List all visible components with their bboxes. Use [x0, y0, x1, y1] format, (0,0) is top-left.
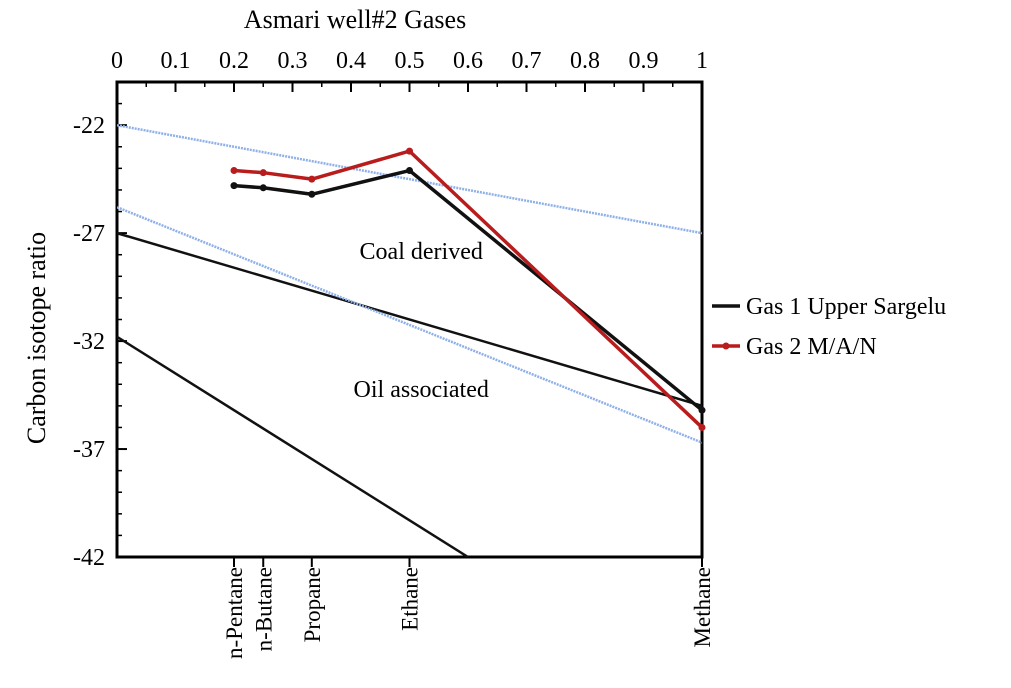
- data-point: [406, 167, 413, 175]
- data-point: [230, 167, 238, 175]
- category-label: n-Butane: [251, 567, 276, 651]
- x-tick-label: 0.3: [278, 48, 308, 74]
- reference-line: [117, 123, 702, 235]
- y-tick-label: -27: [73, 221, 105, 247]
- x-tick-label: 0.2: [219, 48, 249, 74]
- x-tick-label: 0: [111, 48, 123, 74]
- reference-line: [117, 335, 469, 557]
- data-point: [259, 184, 267, 192]
- legend-label: Gas 1 Upper Sargelu: [746, 294, 946, 320]
- reference-line: [117, 231, 702, 408]
- x-tick-label: 0.4: [336, 48, 366, 74]
- y-tick-label: -22: [73, 113, 105, 139]
- region-label: Coal derived: [360, 239, 483, 265]
- x-tick-label: 0.9: [629, 48, 659, 74]
- x-tick-label: 0.5: [395, 48, 425, 74]
- chart-title: Asmari well#2 Gases: [244, 5, 466, 34]
- y-tick-label: -37: [73, 437, 105, 463]
- reference-line: [117, 206, 702, 444]
- data-point: [259, 169, 267, 177]
- legend: Gas 1 Upper Sargelu Gas 2 M/A/N: [712, 294, 946, 360]
- category-label: Propane: [300, 567, 325, 642]
- category-label: Methane: [690, 567, 715, 647]
- reference-lines: [117, 123, 702, 557]
- data-point: [230, 182, 238, 190]
- legend-label: Gas 2 M/A/N: [746, 334, 877, 360]
- x-tick-label: 0.6: [453, 48, 483, 74]
- y-axis-title: Carbon isotope ratio: [22, 232, 51, 444]
- data-point: [308, 175, 316, 183]
- x-tick-label: 0.7: [512, 48, 542, 74]
- data-point: [308, 190, 316, 198]
- y-tick-label: -42: [73, 545, 105, 571]
- x-tick-label: 1: [696, 48, 708, 74]
- y-tick-label: -32: [73, 329, 105, 355]
- data-point: [406, 147, 413, 155]
- region-label: Oil associated: [354, 377, 489, 403]
- data-point: [698, 406, 706, 414]
- category-label: n-Pentane: [222, 567, 247, 659]
- plot-area: 0 0.1 0.2 0.3 0.4 0.5 0.6 0.7 0.8 0.9 1 -22 -27 -32 -3…: [73, 48, 715, 659]
- category-label: Ethane: [398, 567, 423, 631]
- x-tick-label: 0.1: [161, 48, 191, 74]
- x-tick-label: 0.8: [570, 48, 600, 74]
- legend-marker: [722, 342, 730, 350]
- data-point: [698, 423, 706, 431]
